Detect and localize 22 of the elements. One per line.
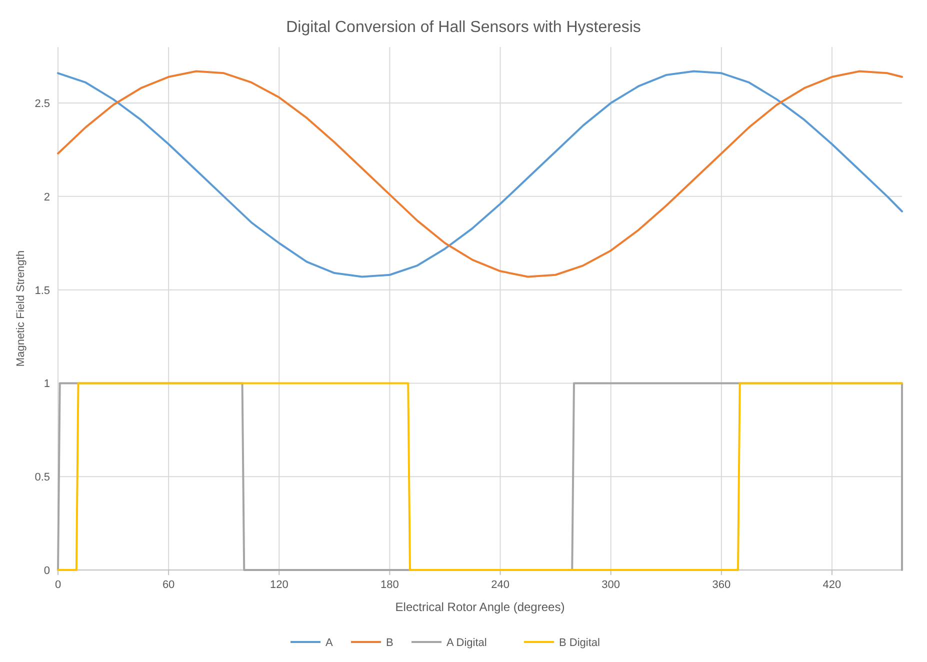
y-tick-label: 0.5 xyxy=(34,472,50,484)
y-tick-label: 0 xyxy=(44,565,50,577)
y-tick-label: 1 xyxy=(44,378,50,390)
x-tick-label: 360 xyxy=(712,579,731,591)
legend-label: B xyxy=(386,637,394,649)
legend-label: A xyxy=(326,637,334,649)
x-tick-label: 180 xyxy=(380,579,399,591)
legend-label: B Digital xyxy=(559,637,600,649)
legend-label: A Digital xyxy=(446,637,487,649)
y-tick-label: 2.5 xyxy=(34,98,50,110)
x-tick-label: 300 xyxy=(602,579,620,591)
y-tick-label: 1.5 xyxy=(34,284,50,297)
y-tick-label: 2 xyxy=(44,191,50,204)
x-tick-label: 60 xyxy=(162,579,175,591)
x-tick-label: 0 xyxy=(54,579,62,591)
x-axis-title: Electrical Rotor Angle (degrees) xyxy=(395,600,565,614)
x-tick-label: 240 xyxy=(491,579,510,591)
x-tick-label: 420 xyxy=(822,579,842,591)
line-series xyxy=(57,70,903,278)
y-axis-title: Magnetic Field Strength xyxy=(15,250,27,367)
x-tick-label: 120 xyxy=(270,579,288,591)
chart-title: Digital Conversion of Hall Sensors with Hysteresis xyxy=(286,19,641,36)
